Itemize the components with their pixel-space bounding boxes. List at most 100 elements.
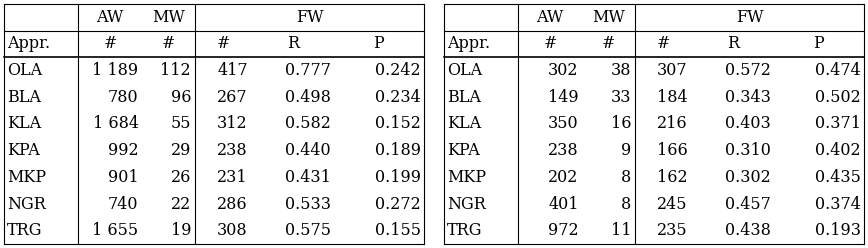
Text: 238: 238 [217,142,247,159]
Text: 55: 55 [171,116,191,132]
Text: 0.575: 0.575 [285,222,331,239]
Text: 235: 235 [657,222,687,239]
Text: 8: 8 [621,195,631,213]
Text: 0.572: 0.572 [725,62,771,79]
Text: 992: 992 [108,142,139,159]
Text: R: R [727,35,739,53]
Text: 302: 302 [548,62,579,79]
Text: FW: FW [296,9,324,26]
Text: 0.582: 0.582 [285,116,331,132]
Text: Appr.: Appr. [7,35,50,53]
Text: 245: 245 [657,195,687,213]
Text: 1 189: 1 189 [93,62,139,79]
Text: 1 684: 1 684 [93,116,139,132]
Text: MKP: MKP [7,169,46,186]
Text: 0.242: 0.242 [375,62,421,79]
Text: 216: 216 [657,116,687,132]
Text: OLA: OLA [7,62,43,79]
Text: 972: 972 [548,222,579,239]
Text: 0.234: 0.234 [375,89,421,106]
Text: P: P [373,35,385,53]
Text: P: P [813,35,825,53]
Text: 1 655: 1 655 [93,222,139,239]
Text: 0.189: 0.189 [375,142,421,159]
Text: 149: 149 [548,89,579,106]
Text: 0.272: 0.272 [375,195,421,213]
Text: KLA: KLA [7,116,41,132]
Text: MW: MW [153,9,185,26]
Text: 417: 417 [217,62,247,79]
Text: 0.199: 0.199 [375,169,421,186]
Text: 0.374: 0.374 [815,195,861,213]
Text: 0.431: 0.431 [285,169,331,186]
Text: 308: 308 [217,222,247,239]
Text: 0.371: 0.371 [815,116,861,132]
Text: KPA: KPA [447,142,480,159]
Text: 0.343: 0.343 [725,89,771,106]
Text: TRG: TRG [447,222,483,239]
Text: #: # [602,35,615,53]
Text: 8: 8 [621,169,631,186]
Text: 780: 780 [108,89,139,106]
Text: 401: 401 [548,195,579,213]
Text: 0.435: 0.435 [815,169,861,186]
Text: 0.193: 0.193 [815,222,861,239]
Text: 0.533: 0.533 [285,195,331,213]
Text: 162: 162 [657,169,687,186]
Text: NGR: NGR [447,195,486,213]
Text: 740: 740 [108,195,139,213]
Text: 350: 350 [548,116,579,132]
Text: 0.403: 0.403 [725,116,771,132]
Text: 267: 267 [217,89,247,106]
Text: TRG: TRG [7,222,43,239]
Text: 166: 166 [657,142,687,159]
Text: 0.502: 0.502 [815,89,861,106]
Text: 0.440: 0.440 [285,142,331,159]
Text: 112: 112 [161,62,191,79]
Text: #: # [103,35,116,53]
Text: 29: 29 [171,142,191,159]
Text: 33: 33 [610,89,631,106]
Text: 312: 312 [217,116,247,132]
Text: BLA: BLA [447,89,481,106]
Text: 38: 38 [610,62,631,79]
Text: 184: 184 [657,89,687,106]
Text: 16: 16 [610,116,631,132]
Text: 901: 901 [108,169,139,186]
Text: MKP: MKP [447,169,486,186]
Text: FW: FW [736,9,763,26]
Text: #: # [162,35,175,53]
Text: #: # [543,35,556,53]
Text: 0.152: 0.152 [375,116,421,132]
Text: 0.777: 0.777 [285,62,331,79]
Text: #: # [217,35,230,53]
Text: 286: 286 [217,195,247,213]
Text: 238: 238 [548,142,579,159]
Text: MW: MW [593,9,625,26]
Text: 22: 22 [171,195,191,213]
Text: BLA: BLA [7,89,41,106]
Text: R: R [286,35,299,53]
Text: 307: 307 [657,62,687,79]
Text: 0.402: 0.402 [815,142,861,159]
Text: 202: 202 [549,169,579,186]
Text: 11: 11 [610,222,631,239]
Text: #: # [657,35,670,53]
Text: KLA: KLA [447,116,481,132]
Text: 26: 26 [171,169,191,186]
Text: 0.474: 0.474 [815,62,861,79]
Text: 231: 231 [217,169,247,186]
Text: 0.310: 0.310 [725,142,771,159]
Text: 0.498: 0.498 [285,89,331,106]
Text: AW: AW [96,9,124,26]
Text: Appr.: Appr. [447,35,490,53]
Text: KPA: KPA [7,142,40,159]
Text: 0.302: 0.302 [725,169,771,186]
Text: 0.438: 0.438 [725,222,771,239]
Text: 0.457: 0.457 [725,195,771,213]
Text: 96: 96 [171,89,191,106]
Text: 19: 19 [171,222,191,239]
Text: NGR: NGR [7,195,46,213]
Text: AW: AW [536,9,563,26]
Text: 0.155: 0.155 [375,222,421,239]
